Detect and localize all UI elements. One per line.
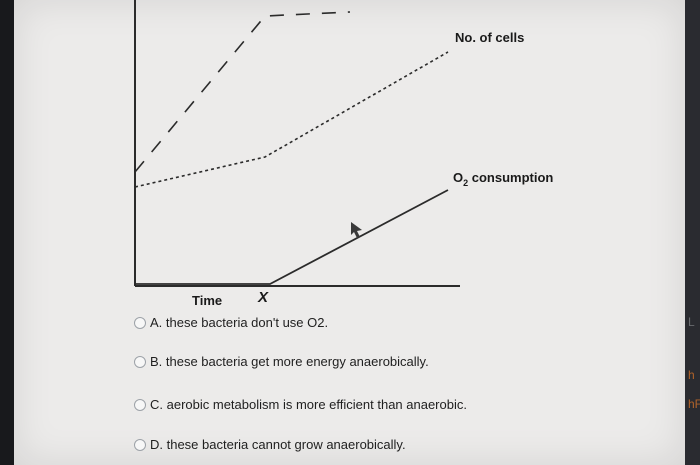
o2-series-line	[135, 189, 449, 285]
radio-option-d[interactable]	[134, 438, 146, 451]
question-screen	[14, 0, 685, 465]
answer-option-d[interactable]: D. these bacteria cannot grow anaerobica…	[134, 437, 406, 452]
radio-option-c[interactable]	[134, 398, 146, 411]
edge-text-b: h	[688, 368, 695, 382]
option-d-label: D. these bacteria cannot grow anaerobica…	[150, 437, 406, 452]
answer-option-a[interactable]: A. these bacteria don't use O2.	[134, 315, 328, 330]
answer-option-b[interactable]: B. these bacteria get more energy anaero…	[134, 354, 429, 369]
edge-text-c: hF	[688, 397, 700, 411]
growth-chart: No. of cells O2 consumption Time X	[134, 0, 553, 308]
cells-series-upper-line	[134, 11, 351, 173]
series-label-o2: O2 consumption	[453, 170, 553, 188]
answer-option-c[interactable]: C. aerobic metabolism is more efficient …	[134, 397, 467, 412]
mouse-cursor-icon	[351, 222, 362, 238]
edge-text-a: L	[688, 315, 695, 329]
option-b-label: B. these bacteria get more energy anaero…	[150, 354, 429, 369]
option-c-label: C. aerobic metabolism is more efficient …	[150, 397, 467, 412]
x-marker: X	[257, 289, 269, 306]
radio-option-a[interactable]	[134, 316, 146, 329]
right-bezel	[685, 0, 700, 465]
cells-series-lower-line	[134, 51, 449, 188]
radio-option-b[interactable]	[134, 355, 146, 368]
left-bezel	[0, 0, 14, 465]
series-label-cells: No. of cells	[455, 30, 524, 45]
x-axis-label: Time	[192, 293, 222, 308]
option-a-label: A. these bacteria don't use O2.	[150, 315, 329, 330]
